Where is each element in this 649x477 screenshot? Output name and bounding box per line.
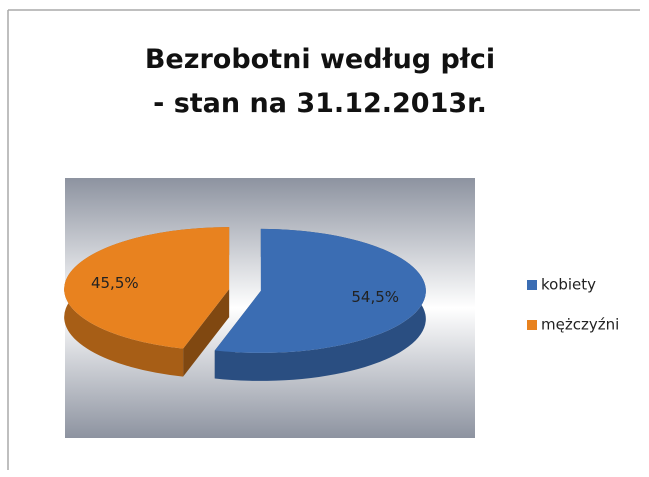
chart-subtitle: - stan na 31.12.2013r. <box>153 88 487 119</box>
slice <box>214 228 426 353</box>
legend-swatch <box>527 320 537 330</box>
legend-label: mężczyźni <box>541 316 619 334</box>
slice-face <box>183 289 230 377</box>
value-label: 54,5% <box>351 288 399 306</box>
legend: kobiety mężczyźni <box>527 276 619 334</box>
value-label: 45,5% <box>91 274 139 292</box>
legend-swatch <box>527 280 537 290</box>
chart-title: Bezrobotni według płci <box>145 44 495 75</box>
legend-label: kobiety <box>541 276 596 294</box>
pie: 54,5% 45,5% <box>64 227 426 381</box>
slice <box>64 227 230 349</box>
